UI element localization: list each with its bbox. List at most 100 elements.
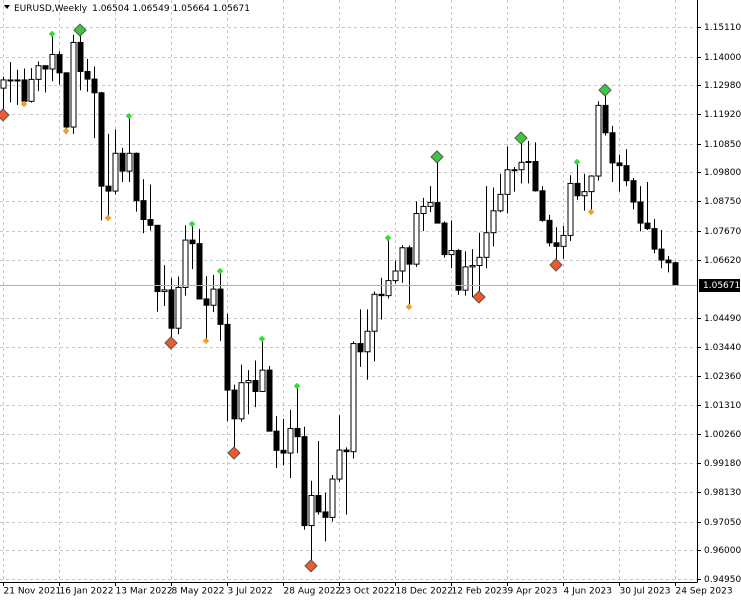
signal-marker xyxy=(514,131,528,145)
candle-body xyxy=(147,219,154,226)
candle-body xyxy=(294,427,301,438)
chart-header: EURUSD,Weekly 1.06504 1.06549 1.05664 1.0567… xyxy=(14,4,250,14)
x-tick-label: 4 Jun 2023 xyxy=(564,587,612,597)
signal-marker xyxy=(216,267,224,275)
candle-body xyxy=(574,182,581,197)
candle-body xyxy=(462,266,469,291)
candle-body xyxy=(175,286,182,329)
y-tick-label: 1.09800 xyxy=(704,168,741,178)
menu-triangle[interactable] xyxy=(4,5,10,9)
candle-body xyxy=(343,449,350,453)
candle-body xyxy=(504,169,511,195)
signal-marker xyxy=(20,100,28,108)
x-tick-label: 9 Apr 2023 xyxy=(508,587,558,597)
signal-marker xyxy=(48,30,56,38)
candle-body xyxy=(602,104,609,134)
candle-body xyxy=(336,449,343,480)
signal-marker xyxy=(405,303,413,311)
candle-body xyxy=(77,41,84,72)
y-tick-label: 1.10850 xyxy=(704,140,741,150)
candle-body xyxy=(98,92,105,187)
signal-marker xyxy=(202,337,210,345)
signal-marker xyxy=(164,336,178,350)
signal-marker xyxy=(293,382,301,390)
y-tick-label: 1.11920 xyxy=(704,110,741,120)
price-label-box xyxy=(699,279,740,292)
x-tick-label: 30 Jul 2023 xyxy=(620,587,671,597)
candle-body xyxy=(224,323,231,391)
candle-body xyxy=(203,298,210,306)
candle-body xyxy=(448,249,455,256)
y-tick-label: 1.02360 xyxy=(704,372,741,382)
candle-body xyxy=(217,288,224,325)
candle-body xyxy=(182,239,189,288)
candle-body xyxy=(287,427,294,454)
candle-body xyxy=(588,175,595,193)
candle-body xyxy=(273,430,280,451)
candle-body xyxy=(105,185,112,192)
candle-body xyxy=(658,248,665,261)
y-tick-label: 0.98130 xyxy=(704,488,741,498)
candle-body xyxy=(49,53,56,70)
open-value: 1.06504 xyxy=(92,4,129,14)
candle-body xyxy=(630,180,637,203)
candle-body xyxy=(91,78,98,94)
candle-body xyxy=(357,343,364,353)
y-tick-label: 1.15110 xyxy=(704,23,741,33)
candle-body xyxy=(406,247,413,265)
candle-body xyxy=(63,72,70,128)
candle-body xyxy=(672,262,679,286)
y-tick-label: 1.00260 xyxy=(704,430,741,440)
signal-marker xyxy=(472,290,486,304)
candle-body xyxy=(154,224,161,293)
candle-body xyxy=(497,193,504,212)
candle-body xyxy=(623,165,630,182)
y-tick-label: 0.99180 xyxy=(704,459,741,469)
candle-body xyxy=(112,152,119,192)
x-tick-label: 3 Jul 2022 xyxy=(228,587,273,597)
x-tick-label: 12 Feb 2023 xyxy=(452,587,508,597)
x-tick-label: 21 Nov 2021 xyxy=(4,587,62,597)
y-tick-label: 1.03440 xyxy=(704,343,741,353)
close-value: 1.05671 xyxy=(213,4,250,14)
candle-body xyxy=(210,288,217,306)
chart-title: EURUSD,Weekly xyxy=(14,4,88,14)
candle-body xyxy=(595,104,602,177)
candle-body xyxy=(329,478,336,518)
candle-body xyxy=(399,247,406,272)
candle-body xyxy=(161,289,168,293)
candle-body xyxy=(28,78,35,102)
y-tick-label: 1.01310 xyxy=(704,401,741,411)
low-value: 1.05664 xyxy=(173,4,210,14)
y-tick-label: 1.12980 xyxy=(704,81,741,91)
signal-marker xyxy=(587,208,595,216)
candle-body xyxy=(581,191,588,197)
candle-body xyxy=(70,41,77,128)
candle-body xyxy=(371,293,378,332)
x-tick-label: 24 Sep 2023 xyxy=(676,587,733,597)
candle-body xyxy=(441,222,448,256)
candle-body xyxy=(308,494,315,527)
candle-body xyxy=(56,53,63,74)
y-tick-label: 0.94950 xyxy=(704,575,741,585)
candle-body xyxy=(7,79,14,82)
candle-body xyxy=(252,380,259,392)
price-label: 1.05671 xyxy=(703,281,740,291)
signal-marker xyxy=(549,258,563,272)
y-tick-label: 0.97050 xyxy=(704,518,741,528)
candle-body xyxy=(609,132,616,164)
candle-body xyxy=(553,242,560,247)
candle-body xyxy=(21,79,28,102)
y-tick-label: 1.06620 xyxy=(704,256,741,266)
candle-body xyxy=(420,205,427,215)
signal-marker xyxy=(227,446,241,460)
y-tick-label: 1.07670 xyxy=(704,227,741,237)
candle-body xyxy=(42,65,49,70)
candle-body xyxy=(322,511,329,518)
candle-body xyxy=(35,65,42,80)
candle-body xyxy=(434,202,441,224)
candle-body xyxy=(637,201,644,224)
signal-marker xyxy=(0,108,10,122)
